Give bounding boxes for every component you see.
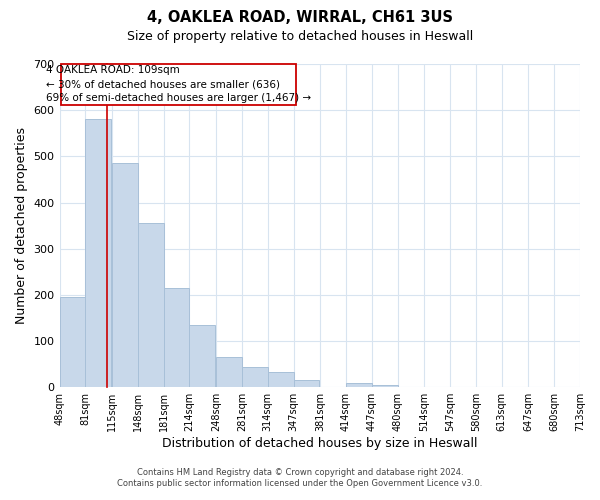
Y-axis label: Number of detached properties: Number of detached properties: [15, 127, 28, 324]
Bar: [85, 120, 111, 387]
Bar: [59, 297, 85, 387]
Bar: [268, 372, 293, 387]
Bar: [346, 382, 372, 387]
Bar: [242, 367, 268, 387]
Bar: [112, 164, 138, 387]
Bar: [372, 385, 398, 387]
Bar: [138, 224, 164, 387]
X-axis label: Distribution of detached houses by size in Heswall: Distribution of detached houses by size …: [162, 437, 478, 450]
Bar: [190, 325, 215, 387]
Bar: [293, 380, 319, 387]
Bar: [216, 357, 242, 387]
Text: 4, OAKLEA ROAD, WIRRAL, CH61 3US: 4, OAKLEA ROAD, WIRRAL, CH61 3US: [147, 10, 453, 25]
Text: Contains HM Land Registry data © Crown copyright and database right 2024.
Contai: Contains HM Land Registry data © Crown c…: [118, 468, 482, 487]
Text: Size of property relative to detached houses in Heswall: Size of property relative to detached ho…: [127, 30, 473, 43]
Bar: [164, 288, 190, 387]
Text: 4 OAKLEA ROAD: 109sqm
← 30% of detached houses are smaller (636)
69% of semi-det: 4 OAKLEA ROAD: 109sqm ← 30% of detached …: [46, 66, 311, 104]
FancyBboxPatch shape: [61, 64, 296, 104]
